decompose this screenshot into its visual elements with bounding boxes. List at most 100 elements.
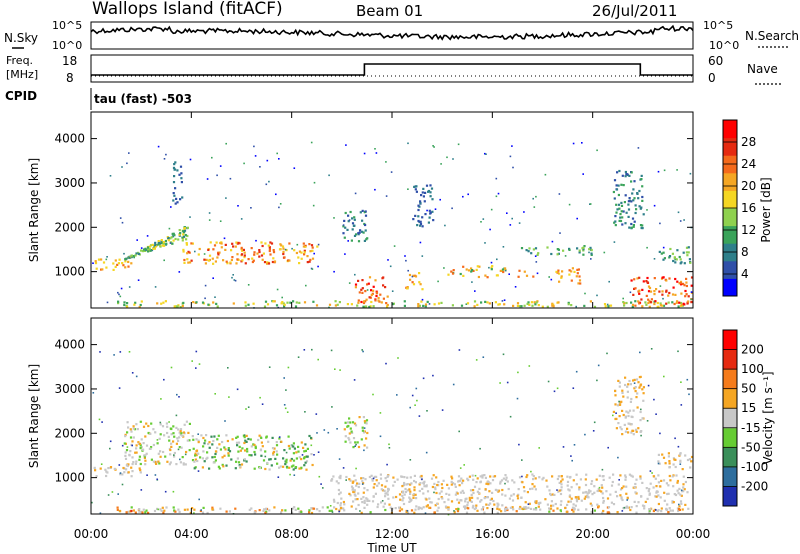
heatmap-cell	[258, 249, 261, 252]
heatmap-cell	[139, 469, 142, 472]
heatmap-cell	[281, 296, 283, 299]
heatmap-cell	[122, 466, 125, 470]
heatmap-cell	[223, 237, 226, 240]
heatmap-cell	[147, 250, 150, 253]
heatmap-cell	[372, 289, 375, 292]
heatmap-cell	[207, 442, 210, 446]
heatmap-cell	[511, 145, 513, 147]
heatmap-cell	[440, 490, 443, 493]
heatmap-cell	[669, 479, 672, 482]
heatmap-cell	[331, 511, 334, 513]
heatmap-cell	[447, 487, 450, 490]
heatmap-cell	[648, 305, 651, 308]
heatmap-cell	[612, 503, 616, 506]
heatmap-cell	[363, 420, 366, 423]
heatmap-cell	[466, 503, 469, 507]
heatmap-cell	[333, 500, 336, 503]
heatmap-cell	[363, 499, 366, 502]
heatmap-cell	[336, 501, 339, 505]
heatmap-cell	[194, 452, 197, 455]
heatmap-cell	[668, 256, 671, 259]
heatmap-cell	[426, 490, 430, 493]
heatmap-cell	[512, 304, 515, 307]
heatmap-cell	[312, 300, 315, 303]
heatmap-cell	[457, 143, 460, 146]
heatmap-cell	[175, 463, 178, 466]
heatmap-cell	[262, 252, 265, 255]
heatmap-cell	[472, 478, 475, 481]
heatmap-cell	[650, 298, 653, 301]
heatmap-cell	[665, 507, 668, 510]
heatmap-cell	[447, 508, 450, 511]
heatmap-cell	[534, 303, 537, 306]
heatmap-cell	[237, 258, 240, 261]
heatmap-cell	[186, 258, 189, 261]
heatmap-cell	[269, 241, 272, 244]
heatmap-cell	[375, 479, 378, 482]
heatmap-cell	[183, 508, 186, 511]
heatmap-cell	[160, 509, 163, 512]
heatmap-cell	[406, 286, 409, 289]
heatmap-cell	[183, 261, 186, 264]
heatmap-cell	[184, 234, 187, 237]
heatmap-cell	[413, 489, 416, 492]
heatmap-cell	[445, 492, 448, 495]
heatmap-cell	[138, 467, 141, 470]
heatmap-cell	[401, 491, 404, 494]
heatmap-cell	[142, 508, 145, 511]
heatmap-cell	[238, 445, 241, 448]
power-heatmap	[92, 141, 694, 309]
heatmap-cell	[300, 251, 303, 254]
heatmap-cell	[570, 304, 573, 307]
heatmap-cell	[201, 511, 205, 514]
heatmap-cell	[275, 304, 279, 307]
heatmap-cell	[654, 300, 657, 303]
heatmap-cell	[186, 439, 189, 442]
heatmap-cell	[414, 481, 417, 484]
heatmap-cell	[652, 475, 655, 478]
heatmap-cell	[205, 258, 208, 261]
heatmap-cell	[107, 494, 110, 496]
heatmap-cell	[647, 301, 650, 305]
heatmap-cell	[217, 434, 220, 437]
heatmap-cell	[573, 270, 576, 273]
heatmap-cell	[498, 303, 501, 306]
heatmap-cell	[612, 473, 615, 476]
heatmap-cell	[374, 299, 377, 302]
heatmap-cell	[589, 490, 592, 493]
heatmap-cell	[288, 259, 291, 262]
heatmap-cell	[562, 446, 565, 448]
heatmap-cell	[365, 419, 369, 422]
heatmap-cell	[590, 480, 594, 483]
heatmap-cell	[228, 396, 230, 398]
heatmap-cell	[451, 477, 454, 480]
heatmap-cell	[606, 352, 608, 355]
heatmap-cell	[659, 485, 662, 488]
heatmap-cell	[517, 371, 519, 374]
heatmap-cell	[433, 491, 435, 494]
heatmap-cell	[335, 480, 338, 483]
heatmap-cell	[582, 249, 585, 252]
heatmap-cell	[462, 274, 465, 277]
heatmap-cell	[117, 300, 120, 303]
heatmap-cell	[231, 256, 234, 259]
heatmap-cell	[152, 428, 155, 431]
colorbar-segment	[723, 225, 737, 244]
heatmap-cell	[586, 494, 589, 497]
heatmap-cell	[150, 249, 154, 252]
heatmap-cell	[574, 496, 577, 499]
heatmap-cell	[95, 475, 98, 478]
heatmap-cell	[374, 148, 376, 150]
heatmap-cell	[465, 268, 468, 271]
heatmap-cell	[240, 463, 244, 466]
heatmap-cell	[177, 508, 180, 511]
heatmap-cell	[486, 276, 489, 279]
y-tick-label: 3000	[54, 382, 85, 396]
heatmap-cell	[628, 473, 631, 476]
heatmap-cell	[409, 490, 412, 493]
heatmap-cell	[399, 498, 402, 501]
heatmap-cell	[425, 184, 429, 187]
heatmap-cell	[362, 301, 366, 305]
heatmap-cell	[225, 197, 227, 199]
